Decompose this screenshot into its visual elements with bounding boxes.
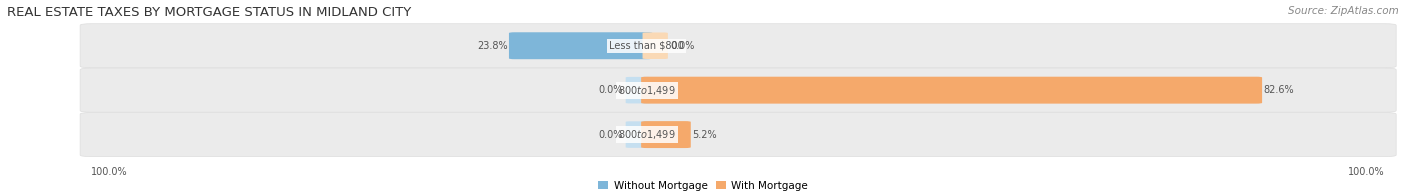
FancyBboxPatch shape <box>509 32 652 59</box>
FancyBboxPatch shape <box>80 24 1396 68</box>
Text: 82.6%: 82.6% <box>1264 85 1294 95</box>
FancyBboxPatch shape <box>626 121 651 148</box>
Text: $800 to $1,499: $800 to $1,499 <box>619 128 675 141</box>
Legend: Without Mortgage, With Mortgage: Without Mortgage, With Mortgage <box>598 181 808 191</box>
FancyBboxPatch shape <box>641 121 690 148</box>
Text: REAL ESTATE TAXES BY MORTGAGE STATUS IN MIDLAND CITY: REAL ESTATE TAXES BY MORTGAGE STATUS IN … <box>7 6 412 19</box>
Text: 0.0%: 0.0% <box>671 41 695 51</box>
Text: 100.0%: 100.0% <box>1348 167 1385 178</box>
Text: $800 to $1,499: $800 to $1,499 <box>619 84 675 97</box>
Text: Less than $800: Less than $800 <box>609 41 685 51</box>
FancyBboxPatch shape <box>641 77 1263 104</box>
FancyBboxPatch shape <box>80 113 1396 157</box>
FancyBboxPatch shape <box>80 68 1396 112</box>
Text: 0.0%: 0.0% <box>599 85 623 95</box>
Text: Source: ZipAtlas.com: Source: ZipAtlas.com <box>1288 6 1399 16</box>
Text: 5.2%: 5.2% <box>692 130 717 140</box>
FancyBboxPatch shape <box>626 77 651 103</box>
Text: 23.8%: 23.8% <box>477 41 508 51</box>
Text: 0.0%: 0.0% <box>599 130 623 140</box>
FancyBboxPatch shape <box>643 33 668 59</box>
Text: 100.0%: 100.0% <box>91 167 128 178</box>
